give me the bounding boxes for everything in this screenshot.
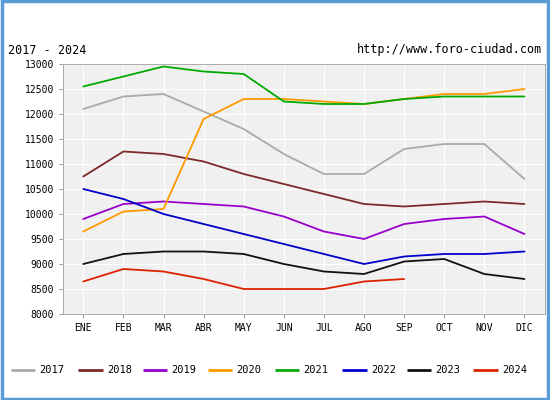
Text: 2019: 2019	[172, 365, 196, 375]
Text: 2023: 2023	[436, 365, 460, 375]
Text: Evolucion del paro registrado en Getafe: Evolucion del paro registrado en Getafe	[123, 12, 427, 26]
Text: 2020: 2020	[236, 365, 261, 375]
Text: 2018: 2018	[107, 365, 132, 375]
Text: 2021: 2021	[304, 365, 328, 375]
Text: 2017 - 2024: 2017 - 2024	[8, 44, 87, 56]
Text: http://www.foro-ciudad.com: http://www.foro-ciudad.com	[356, 44, 542, 56]
Text: 2022: 2022	[371, 365, 396, 375]
Text: 2017: 2017	[40, 365, 64, 375]
Text: 2024: 2024	[502, 365, 527, 375]
